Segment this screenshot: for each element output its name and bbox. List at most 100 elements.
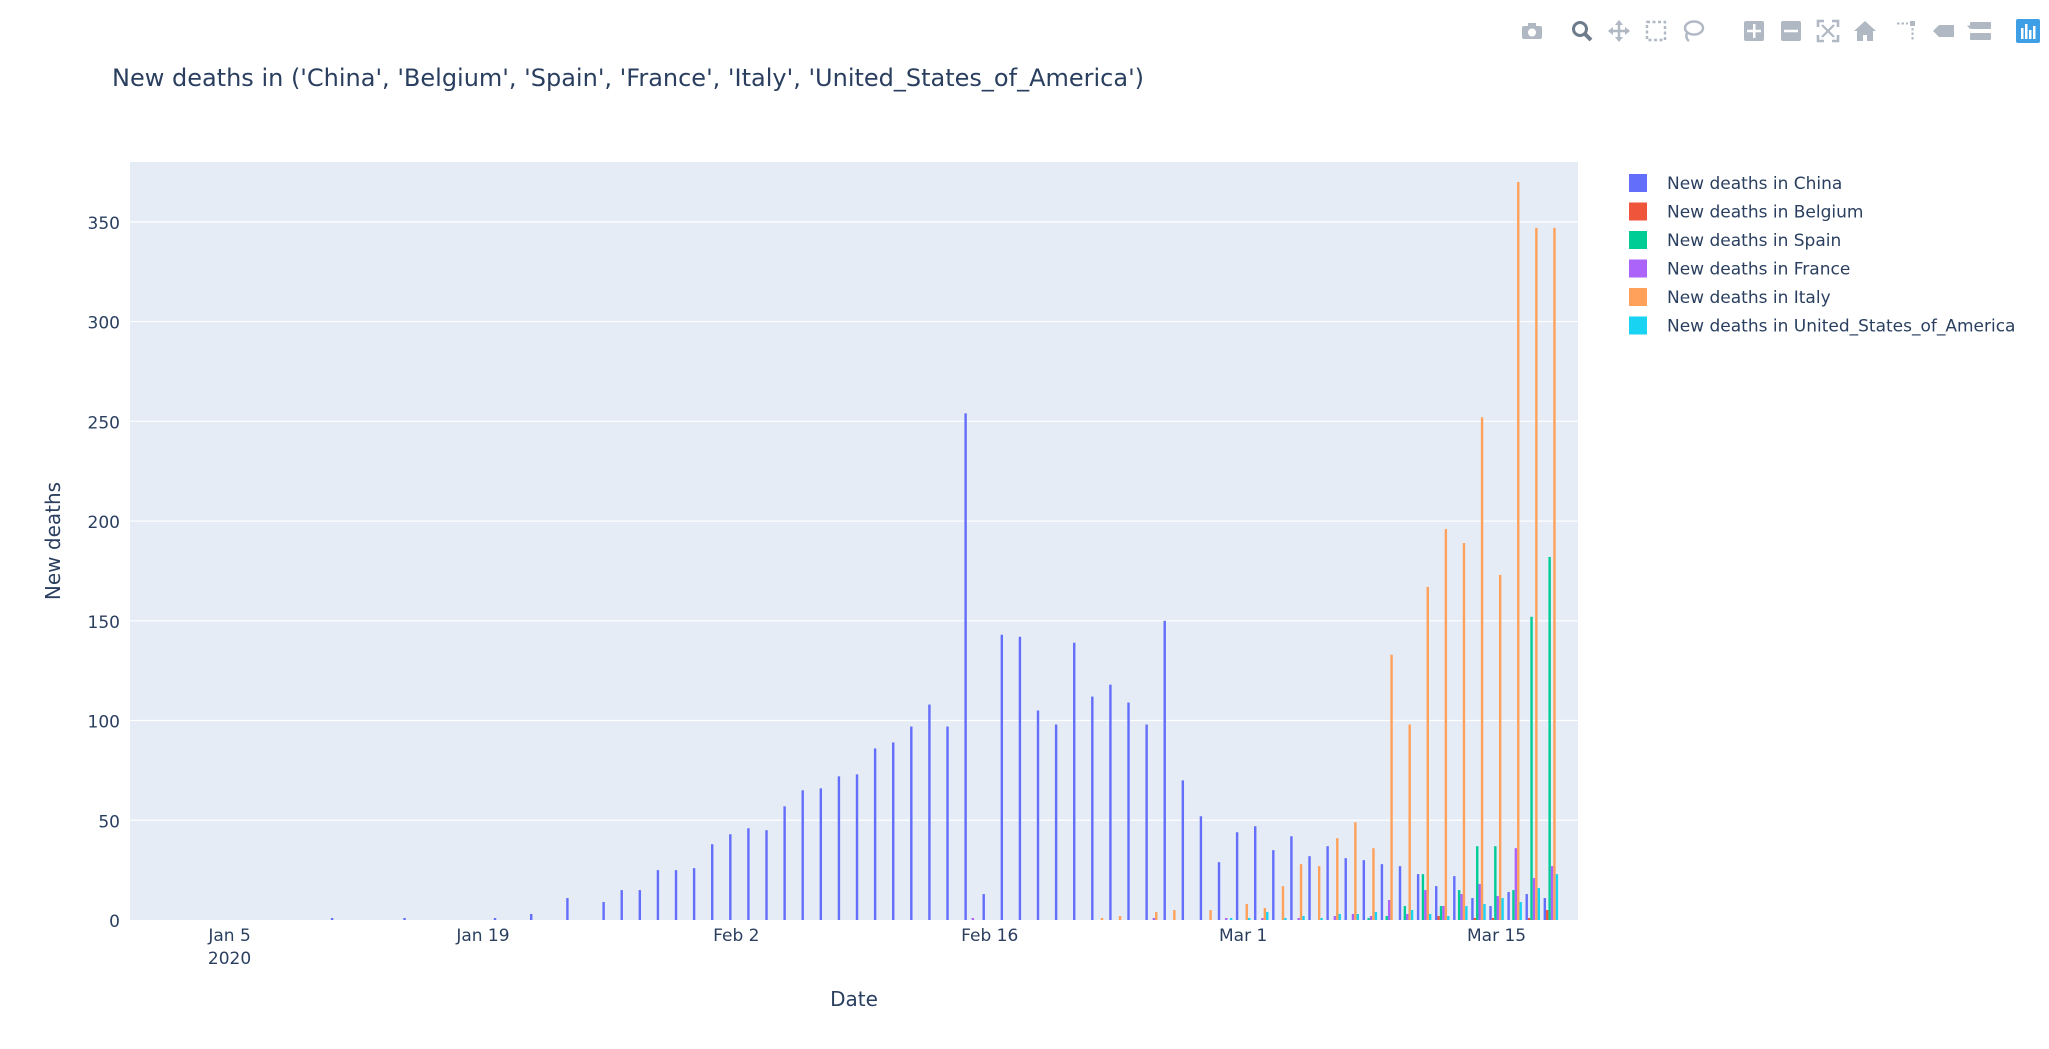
bar[interactable] (1462, 542, 1466, 920)
bar[interactable] (1302, 916, 1305, 920)
reset-axes-button[interactable] (1848, 14, 1882, 48)
bar[interactable] (1351, 914, 1355, 920)
bar[interactable] (1073, 642, 1076, 920)
bar[interactable] (1428, 914, 1432, 920)
bar[interactable] (1435, 886, 1438, 920)
bar[interactable] (1390, 654, 1393, 920)
bar[interactable] (1460, 894, 1463, 920)
bar[interactable] (1091, 696, 1094, 920)
bar[interactable] (1225, 918, 1228, 920)
bar[interactable] (1145, 724, 1148, 920)
bar[interactable] (1356, 914, 1359, 920)
bar[interactable] (1109, 684, 1112, 920)
bar[interactable] (1553, 227, 1556, 920)
bar[interactable] (1018, 636, 1022, 920)
bar[interactable] (1489, 906, 1492, 920)
bar[interactable] (819, 788, 823, 920)
bar[interactable] (1519, 902, 1522, 920)
legend-item[interactable]: New deaths in United_States_of_America (1629, 316, 2015, 337)
bar[interactable] (1245, 904, 1248, 920)
bar[interactable] (656, 870, 660, 920)
bar[interactable] (1527, 918, 1531, 920)
pan-button[interactable] (1602, 14, 1636, 48)
legend-item[interactable]: New deaths in Italy (1629, 288, 1831, 308)
bar[interactable] (1317, 866, 1321, 920)
bar[interactable] (1284, 918, 1287, 920)
bar[interactable] (1410, 910, 1414, 920)
bar[interactable] (1297, 918, 1300, 920)
bar[interactable] (873, 748, 877, 920)
bar[interactable] (1530, 616, 1533, 920)
bar[interactable] (403, 918, 406, 920)
bar[interactable] (1380, 864, 1384, 920)
zoom-in-button[interactable] (1737, 14, 1771, 48)
bar[interactable] (1457, 890, 1461, 920)
bar[interactable] (1535, 227, 1538, 920)
bar[interactable] (674, 870, 678, 920)
bar[interactable] (1426, 586, 1429, 920)
bar[interactable] (783, 806, 786, 920)
bar[interactable] (1439, 906, 1443, 920)
bar[interactable] (1374, 912, 1378, 920)
bar[interactable] (1483, 904, 1486, 920)
bar[interactable] (1217, 862, 1221, 920)
zoom-out-button[interactable] (1774, 14, 1808, 48)
bar[interactable] (1537, 888, 1540, 920)
bar[interactable] (1263, 908, 1267, 920)
bar[interactable] (1127, 702, 1130, 920)
bar[interactable] (1543, 898, 1547, 920)
bar[interactable] (1362, 860, 1366, 920)
bar[interactable] (1421, 874, 1425, 920)
bar[interactable] (1387, 900, 1391, 920)
bar[interactable] (530, 914, 533, 920)
camera-button[interactable] (1515, 14, 1549, 48)
box-select-button[interactable] (1639, 14, 1673, 48)
bar[interactable] (1517, 181, 1520, 920)
bar[interactable] (1209, 910, 1212, 920)
bar[interactable] (620, 890, 623, 920)
bar[interactable] (765, 830, 768, 920)
bar[interactable] (837, 776, 841, 920)
zoom-button[interactable] (1565, 14, 1599, 48)
bar[interactable] (1416, 874, 1420, 920)
bar[interactable] (1453, 876, 1456, 920)
bar[interactable] (729, 834, 732, 920)
bar[interactable] (1501, 898, 1504, 920)
bar[interactable] (1155, 912, 1158, 920)
bar[interactable] (928, 704, 931, 920)
bar[interactable] (1152, 918, 1156, 920)
bar[interactable] (1447, 916, 1450, 920)
bar[interactable] (1496, 896, 1499, 920)
bar[interactable] (566, 898, 569, 920)
bar[interactable] (1326, 846, 1329, 920)
bar[interactable] (1465, 906, 1468, 920)
bar[interactable] (1199, 816, 1203, 920)
bar[interactable] (982, 894, 985, 920)
spike-lines-button[interactable] (1889, 14, 1923, 48)
bar[interactable] (1354, 822, 1357, 920)
bar[interactable] (892, 742, 895, 920)
hover-compare-button[interactable] (1963, 14, 1997, 48)
bar[interactable] (1471, 898, 1474, 920)
bar[interactable] (602, 902, 605, 920)
bar[interactable] (1338, 914, 1341, 920)
bar[interactable] (855, 774, 859, 920)
bar[interactable] (1408, 724, 1411, 920)
bar[interactable] (1550, 866, 1554, 920)
bar[interactable] (1369, 916, 1373, 920)
bar[interactable] (1476, 846, 1479, 920)
lasso-select-button[interactable] (1676, 14, 1710, 48)
bar[interactable] (1406, 914, 1409, 920)
bar[interactable] (1281, 886, 1285, 920)
bar[interactable] (1473, 918, 1477, 920)
bar[interactable] (747, 828, 750, 920)
legend-item[interactable]: New deaths in France (1629, 259, 1850, 280)
bar[interactable] (711, 844, 714, 920)
bar[interactable] (1308, 856, 1311, 920)
bar[interactable] (1173, 910, 1176, 920)
bar[interactable] (1437, 916, 1440, 920)
bar[interactable] (910, 726, 913, 920)
autoscale-button[interactable] (1811, 14, 1845, 48)
bar[interactable] (1247, 918, 1251, 920)
bar[interactable] (1118, 916, 1122, 920)
